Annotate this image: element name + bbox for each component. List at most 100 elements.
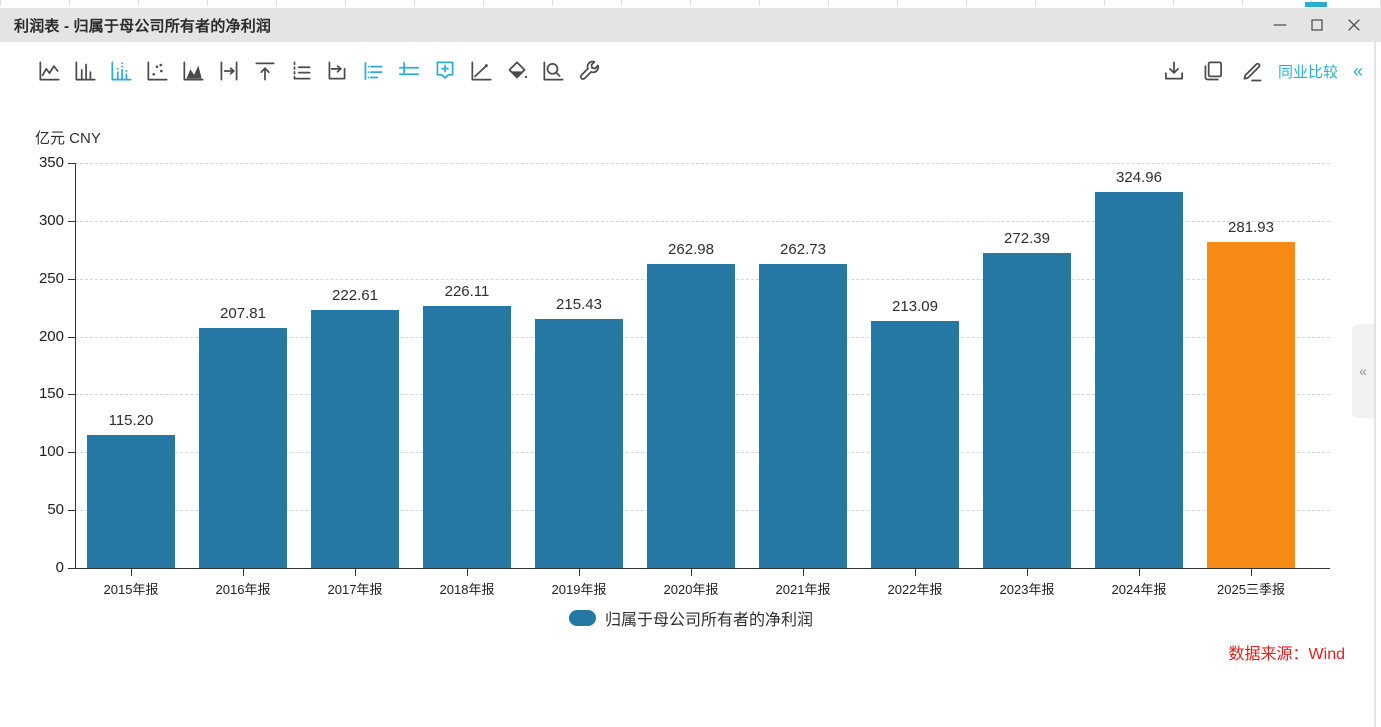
- x-axis-tick: [915, 568, 916, 576]
- wind-chart-window: 利润表 - 归属于母公司所有者的净利润 同业比较 « 亿元 CNY 0 50 100…: [0, 0, 1381, 727]
- bar-value-label: 272.39: [972, 230, 1082, 247]
- bar-2016年报[interactable]: [199, 328, 287, 568]
- y-axis-unit-label: 亿元 CNY: [35, 127, 101, 148]
- chart-toolbar-right: 同业比较 «: [1161, 58, 1363, 84]
- axis-style-icon[interactable]: [288, 58, 314, 84]
- x-axis-line: [75, 568, 1330, 569]
- background-accent-bar: [1305, 2, 1327, 7]
- bar-2015年报[interactable]: [87, 435, 175, 568]
- align-top-icon[interactable]: [252, 58, 278, 84]
- y-axis-tick-label: 150: [20, 385, 64, 402]
- x-axis-category-label: 2015年报: [75, 579, 187, 598]
- bar-2017年报[interactable]: [311, 310, 399, 568]
- y-axis-tick-label: 250: [20, 270, 64, 287]
- bar-2024年报[interactable]: [1095, 192, 1183, 568]
- x-axis-category-label: 2025三季报: [1195, 579, 1307, 598]
- trend-line-icon[interactable]: [468, 58, 494, 84]
- legend-label: 归属于母公司所有者的净利润: [605, 606, 813, 630]
- bar-value-label: 226.11: [412, 283, 522, 300]
- bar-value-label: 222.61: [300, 287, 410, 304]
- zoom-chart-icon[interactable]: [540, 58, 566, 84]
- close-button[interactable]: [1343, 14, 1365, 36]
- bar-2020年报[interactable]: [647, 264, 735, 568]
- bar-2018年报[interactable]: [423, 306, 511, 568]
- bar-value-label: 207.81: [188, 305, 298, 322]
- window-title: 利润表 - 归属于母公司所有者的净利润: [14, 15, 271, 36]
- y-axis-tick: [68, 163, 75, 164]
- y-axis-tick: [68, 568, 75, 569]
- x-axis-tick: [131, 568, 132, 576]
- legend-swatch: [569, 610, 596, 626]
- y-axis-tick-label: 100: [20, 443, 64, 460]
- legend: 归属于母公司所有者的净利润: [75, 606, 1307, 630]
- y-axis-tick-label: 300: [20, 212, 64, 229]
- x-axis-category-label: 2020年报: [635, 579, 747, 598]
- bar-width-icon[interactable]: [216, 58, 242, 84]
- x-axis-category-label: 2022年报: [859, 579, 971, 598]
- chart-toolbar: [36, 58, 602, 84]
- dotted-bar-chart-icon[interactable]: [108, 58, 134, 84]
- y-axis-tick: [68, 510, 75, 511]
- edit-chart-icon[interactable]: [1239, 58, 1265, 84]
- y-axis-tick-label: 350: [20, 154, 64, 171]
- bar-value-label: 262.73: [748, 241, 858, 258]
- x-axis-tick: [803, 568, 804, 576]
- x-axis-tick: [1139, 568, 1140, 576]
- y-axis-tick: [68, 452, 75, 453]
- data-source-label: 数据来源：Wind: [1229, 640, 1345, 664]
- copy-icon[interactable]: [1200, 58, 1226, 84]
- bar-value-label: 115.20: [76, 412, 186, 429]
- area-chart-icon[interactable]: [180, 58, 206, 84]
- data-label-list-icon[interactable]: [360, 58, 386, 84]
- background-window-strip: [0, 0, 1381, 8]
- y-axis-tick: [68, 337, 75, 338]
- x-axis-tick: [355, 568, 356, 576]
- bar-chart-icon[interactable]: [72, 58, 98, 84]
- y-axis-tick: [68, 221, 75, 222]
- x-axis-category-label: 2021年报: [747, 579, 859, 598]
- x-axis-tick: [467, 568, 468, 576]
- expand-side-panel-tab[interactable]: «: [1352, 324, 1374, 418]
- download-icon[interactable]: [1161, 58, 1187, 84]
- chevron-left-icon: «: [1359, 363, 1367, 379]
- bar-value-label: 281.93: [1196, 219, 1306, 236]
- settings-wrench-icon[interactable]: [576, 58, 602, 84]
- y-axis-tick: [68, 279, 75, 280]
- background-ruler-ticks: [0, 0, 1381, 6]
- y-axis-tick-label: 0: [20, 559, 64, 576]
- gridline: [75, 163, 1330, 164]
- maximize-button[interactable]: [1306, 14, 1328, 36]
- y-axis-line: [75, 163, 76, 568]
- peer-comparison-link[interactable]: 同业比较: [1278, 61, 1338, 82]
- scatter-chart-icon[interactable]: [144, 58, 170, 84]
- minimize-button[interactable]: [1269, 14, 1291, 36]
- bar-value-label: 215.43: [524, 296, 634, 313]
- bar-2019年报[interactable]: [535, 319, 623, 568]
- bar-value-label: 324.96: [1084, 169, 1194, 186]
- line-chart-icon[interactable]: [36, 58, 62, 84]
- bar-value-label: 213.09: [860, 298, 970, 315]
- y-axis-tick: [68, 394, 75, 395]
- bar-2022年报[interactable]: [871, 321, 959, 568]
- y-axis-tick-label: 200: [20, 328, 64, 345]
- x-axis-category-label: 2017年报: [299, 579, 411, 598]
- add-box-icon[interactable]: [432, 58, 458, 84]
- x-axis-tick: [579, 568, 580, 576]
- x-axis-category-label: 2024年报: [1083, 579, 1195, 598]
- legend-toggle-icon[interactable]: [396, 58, 422, 84]
- x-axis-tick: [1251, 568, 1252, 576]
- window-controls: [1269, 8, 1365, 42]
- x-axis-tick: [243, 568, 244, 576]
- x-axis-category-label: 2023年报: [971, 579, 1083, 598]
- bar-2023年报[interactable]: [983, 253, 1071, 568]
- window-titlebar[interactable]: 利润表 - 归属于母公司所有者的净利润: [0, 8, 1381, 42]
- x-axis-category-label: 2016年报: [187, 579, 299, 598]
- shift-axis-icon[interactable]: [324, 58, 350, 84]
- bar-2025三季报[interactable]: [1207, 242, 1295, 568]
- y-axis-tick-label: 50: [20, 501, 64, 518]
- x-axis-category-label: 2018年报: [411, 579, 523, 598]
- bar-2021年报[interactable]: [759, 264, 847, 568]
- collapse-toolbar-chevron-icon[interactable]: «: [1353, 62, 1363, 80]
- fill-color-icon[interactable]: [504, 58, 530, 84]
- x-axis-category-label: 2019年报: [523, 579, 635, 598]
